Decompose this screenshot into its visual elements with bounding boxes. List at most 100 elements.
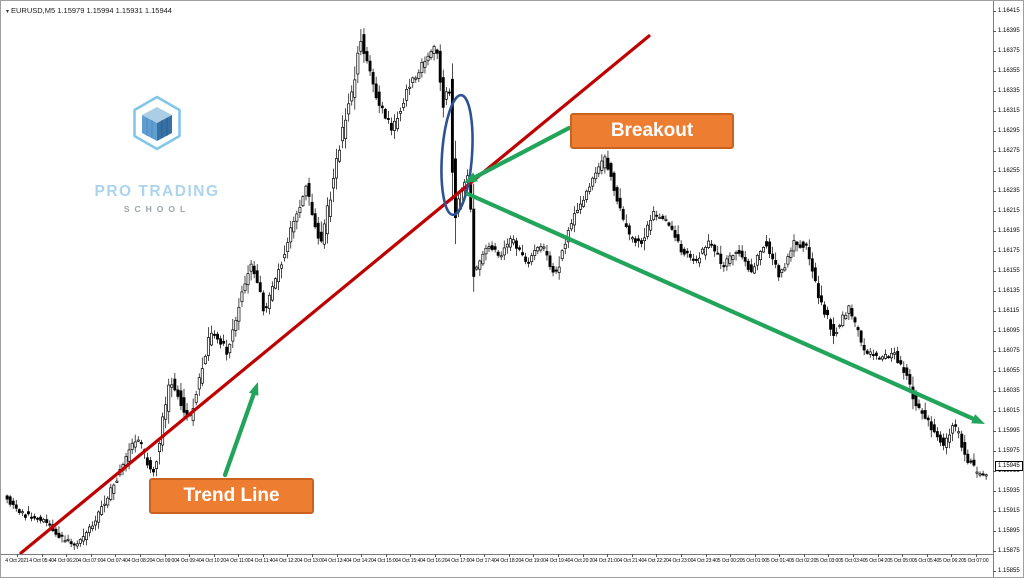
candle-body <box>69 541 73 545</box>
candle-body <box>795 241 799 246</box>
trendline-callout[interactable]: Trend Line <box>149 478 314 514</box>
candle-body <box>130 442 134 450</box>
time-axis-label: 5 Oct 01:40 <box>766 558 792 564</box>
candle-body <box>91 525 94 529</box>
candle-body <box>813 267 817 282</box>
candle-body <box>322 223 326 245</box>
time-axis-label: 4 Oct 07:40 <box>102 558 128 564</box>
candle-body <box>579 203 582 210</box>
candle-body <box>783 267 787 271</box>
candle-body <box>902 367 906 373</box>
time-axis-label: 4 Oct 22:20 <box>643 558 669 564</box>
trend-line[interactable] <box>19 34 651 554</box>
candle-body <box>78 539 82 544</box>
candle-body <box>960 433 964 448</box>
candle-body <box>972 459 976 466</box>
price-axis-tick <box>993 291 996 292</box>
candle-body <box>725 258 729 267</box>
price-axis-tick <box>993 191 996 192</box>
candle-body <box>862 344 866 351</box>
candle-body <box>347 103 351 115</box>
candle-body <box>786 256 790 265</box>
candle-body <box>969 460 973 463</box>
candle-body <box>514 240 518 249</box>
candle-body <box>219 338 223 345</box>
candle-body <box>87 526 91 533</box>
trendline-arrow[interactable] <box>222 390 257 478</box>
time-axis-tick <box>951 554 953 557</box>
price-axis-label: 1.16055 <box>998 368 1020 374</box>
candle-body <box>115 480 119 483</box>
candle-body <box>359 41 363 52</box>
candle-body <box>450 78 454 173</box>
candle-body <box>332 178 335 189</box>
breakout-callout[interactable]: Breakout <box>570 113 734 149</box>
candle-body <box>335 158 338 179</box>
candle-body <box>640 240 643 244</box>
candle-body <box>255 270 259 283</box>
price-axis-label: 1.16275 <box>998 148 1020 154</box>
candle-body <box>152 469 155 473</box>
candle-body <box>841 314 845 326</box>
candle-body <box>850 308 854 317</box>
candle-body <box>231 329 235 342</box>
candle-body <box>691 258 695 261</box>
candle-body <box>847 305 851 314</box>
candle-body <box>213 333 216 336</box>
candle-body <box>274 278 277 289</box>
candle-body <box>39 516 43 521</box>
candle-body <box>298 207 302 214</box>
candle-body <box>600 160 604 171</box>
candle-body <box>524 256 528 262</box>
candle-body <box>267 294 271 309</box>
candle-body <box>66 538 70 541</box>
price-axis-label: 1.16255 <box>998 168 1020 174</box>
breakout-ellipse[interactable] <box>438 93 476 217</box>
time-axis-tick <box>66 554 68 557</box>
price-axis-label: 1.16015 <box>998 408 1020 414</box>
candle-body <box>14 504 18 509</box>
candle-body <box>493 246 497 250</box>
candle-body <box>618 197 622 209</box>
time-axis-label: 4 Oct 20:20 <box>570 558 595 564</box>
candle-body <box>11 500 15 505</box>
logo-cube-hexagon-icon <box>133 95 181 151</box>
candle-body <box>417 72 421 79</box>
candle-body <box>423 61 427 68</box>
time-axis-label: 4 Oct 19:40 <box>545 558 571 564</box>
time-axis-tick <box>385 554 387 557</box>
candle-body <box>624 223 628 227</box>
candle-body <box>530 255 534 263</box>
price-axis-tick <box>993 431 996 432</box>
time-axis-label: 4 Oct 09:40 <box>176 558 202 564</box>
candle-body <box>441 77 445 108</box>
candle-body <box>557 266 561 273</box>
breakout-arrow[interactable] <box>471 125 572 180</box>
price-axis-label: 1.15895 <box>998 528 1020 534</box>
candle-body <box>832 324 836 336</box>
candle-body <box>374 83 378 99</box>
candle-body <box>908 374 912 385</box>
candle-body <box>405 88 409 101</box>
time-axis-label: 5 Oct 04:20 <box>865 558 891 564</box>
candle-body <box>771 253 775 260</box>
price-chart[interactable] <box>1 1 993 554</box>
time-axis-tick <box>459 554 461 557</box>
candle-body <box>393 120 396 131</box>
candle-body <box>575 209 579 213</box>
price-axis-tick <box>993 311 996 312</box>
candle-body <box>280 264 284 269</box>
candle-body <box>426 55 430 62</box>
time-axis-label: 4 Oct 18:20 <box>496 558 522 564</box>
candle-body <box>487 246 491 249</box>
candle-body <box>432 46 436 54</box>
time-axis-tick <box>90 554 92 557</box>
downtrend-arrow[interactable] <box>465 191 978 422</box>
candle-body <box>176 389 180 397</box>
candle-body <box>325 205 329 235</box>
candle-body <box>975 471 979 474</box>
price-axis-label: 1.16155 <box>998 268 1020 274</box>
candle-body <box>271 286 274 301</box>
candle-body <box>225 346 229 355</box>
candle-body <box>164 404 168 420</box>
